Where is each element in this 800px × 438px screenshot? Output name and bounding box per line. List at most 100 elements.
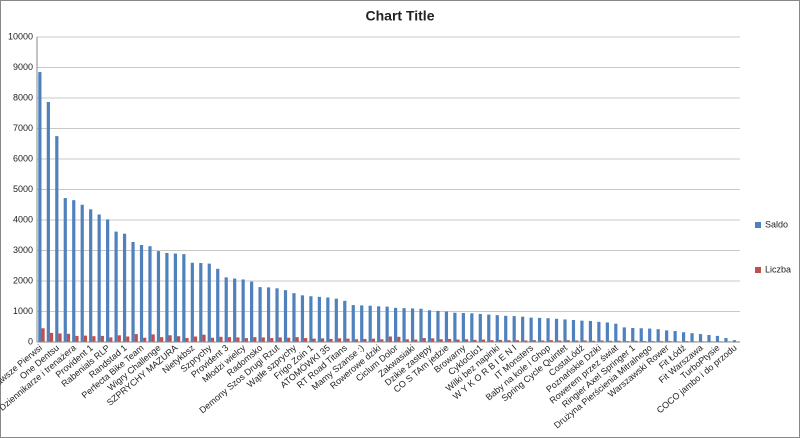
bar: [122, 233, 127, 342]
bar: [89, 209, 93, 342]
bar: [571, 320, 576, 342]
bar: [134, 334, 138, 342]
bar: [597, 321, 601, 342]
y-tick-label: 9000: [13, 62, 33, 72]
bar: [600, 340, 604, 342]
bar: [478, 313, 482, 342]
bar: [515, 340, 519, 342]
bar: [422, 338, 426, 342]
bar: [504, 315, 508, 342]
bar: [283, 290, 288, 342]
bar: [558, 340, 562, 342]
bar: [199, 263, 203, 342]
bar: [473, 339, 477, 342]
bar: [388, 336, 392, 342]
bar: [690, 333, 694, 342]
bar: [143, 337, 147, 342]
bar: [634, 340, 638, 342]
y-tick-label: 5000: [13, 184, 33, 194]
bar: [292, 293, 296, 342]
bar: [185, 338, 189, 342]
bar: [541, 340, 545, 342]
bar: [241, 279, 245, 342]
bar: [106, 219, 110, 342]
bar: [363, 338, 367, 342]
bar: [481, 339, 486, 342]
bar: [287, 337, 291, 342]
bar: [233, 278, 237, 342]
bar: [346, 338, 350, 342]
bar: [329, 338, 333, 342]
bar: [55, 136, 59, 342]
y-tick-label: 3000: [13, 245, 33, 255]
bar: [173, 253, 177, 342]
y-tick-label: 8000: [13, 92, 33, 102]
bar: [537, 317, 542, 342]
bar: [334, 298, 338, 342]
bar: [707, 334, 711, 342]
bar: [114, 231, 118, 342]
bar: [92, 336, 96, 342]
bar: [343, 300, 347, 342]
bar: [732, 340, 737, 342]
bar: [63, 198, 67, 342]
bar: [109, 337, 113, 342]
bar: [656, 329, 660, 342]
bar: [49, 332, 54, 342]
bar: [337, 338, 342, 342]
bar: [592, 340, 596, 342]
bar: [431, 338, 435, 342]
bar: [46, 101, 50, 342]
bar: [236, 337, 240, 342]
bar: [156, 251, 161, 342]
bar: [58, 333, 62, 342]
bar: [253, 337, 257, 342]
bar: [270, 338, 274, 342]
bar: [368, 305, 372, 342]
bar: [456, 339, 460, 342]
bar: [470, 313, 474, 342]
bar: [563, 319, 567, 342]
bar: [588, 320, 593, 342]
bar: [617, 340, 621, 342]
bar: [258, 287, 262, 342]
bar: [139, 245, 144, 342]
y-tick-label: 0: [28, 336, 33, 346]
bar: [351, 305, 355, 342]
bar: [512, 316, 516, 342]
bar: [227, 337, 232, 342]
bar: [448, 338, 452, 342]
bar: [165, 252, 169, 342]
legend-swatch: [755, 267, 761, 273]
bar: [410, 308, 415, 342]
legend-swatch: [755, 222, 761, 228]
bar: [495, 315, 499, 342]
bar: [414, 339, 418, 342]
bar: [41, 328, 45, 342]
bar: [639, 328, 643, 342]
bar: [524, 340, 528, 342]
bar: [436, 310, 440, 342]
bar: [444, 311, 449, 342]
bar: [72, 200, 76, 342]
bar: [326, 297, 330, 342]
bar: [266, 287, 271, 342]
y-tick-label: 4000: [13, 214, 33, 224]
bar: [160, 337, 164, 342]
bar: [176, 336, 181, 342]
bar: [507, 340, 511, 342]
bar: [405, 339, 409, 342]
bar: [182, 254, 186, 342]
bar: [715, 335, 720, 342]
bar: [190, 262, 194, 342]
y-tick-label: 2000: [13, 275, 33, 285]
bar: [148, 246, 152, 342]
bar: [83, 335, 88, 342]
bar: [724, 338, 728, 342]
bar: [312, 338, 316, 342]
bar: [261, 337, 265, 342]
bar: [529, 317, 533, 342]
bar: [665, 330, 669, 342]
bar: [580, 320, 584, 342]
